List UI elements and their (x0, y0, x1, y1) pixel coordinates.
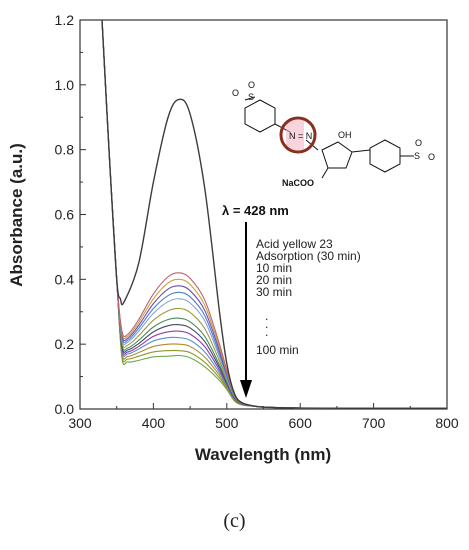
y-axis-title: Absorbance (a.u.) (7, 143, 26, 287)
time-legend: Acid yellow 23 Adsorption (30 min) 10 mi… (256, 237, 361, 357)
azo-label: N = N (289, 131, 312, 141)
legend-dot: . (265, 309, 268, 323)
x-tick-label: 600 (289, 415, 313, 431)
legend-line: 30 min (256, 285, 292, 299)
sulfonate-o-left: O (232, 88, 239, 98)
chemical-structure (244, 96, 414, 179)
y-tick-label: 1.2 (55, 12, 75, 28)
x-tick-label: 700 (362, 415, 386, 431)
y-tick-label: 0.0 (55, 401, 75, 417)
figure-caption: (c) (223, 510, 246, 532)
legend-line: Acid yellow 23 (256, 237, 333, 251)
sulfonate-s-right: S (414, 151, 420, 161)
pyrazole-ring (321, 141, 353, 169)
x-tick-label: 500 (215, 415, 239, 431)
sulfonate-bond (244, 96, 256, 101)
y-tick-label: 0.4 (55, 271, 75, 287)
axis-ticks (79, 19, 448, 410)
carboxylate-label: NaCOO (282, 178, 314, 188)
series-group (101, 19, 448, 410)
sulfonate-s-left: S (248, 92, 254, 102)
series-acid-yellow-line (101, 19, 448, 410)
legend-line: 20 min (256, 273, 292, 287)
y-tick-label: 0.8 (55, 142, 75, 158)
hydroxyl-label: OH (338, 130, 352, 140)
sulfonate-o-right-top: O (415, 138, 422, 148)
x-tick-label: 300 (68, 415, 92, 431)
y-tick-label: 0.2 (55, 336, 75, 352)
y-tick-label: 1.0 (55, 77, 75, 93)
x-tick-label: 800 (435, 415, 459, 431)
right-benzene-ring (369, 139, 401, 173)
left-benzene-ring (244, 99, 276, 133)
chemical-structure-labels: S O O N = N OH NaCOO S O O (232, 80, 435, 188)
legend-dot: . (265, 325, 268, 339)
carboxylate-bond (321, 167, 329, 179)
legend-line: 10 min (256, 261, 292, 275)
aryl-bond (351, 149, 371, 153)
azo-circle (279, 116, 317, 154)
decrease-arrow-head (240, 380, 252, 398)
tick-labels: 300 400 500 600 700 800 0.0 0.2 0.4 0.6 0.8 1.0 1.2 (55, 12, 459, 431)
legend-line: Adsorption (30 min) (256, 249, 361, 263)
legend-dot: . (265, 317, 268, 331)
arrow-label: λ = 428 nm (222, 203, 289, 218)
azo-highlight (286, 120, 304, 150)
sulfonate-o-left-top: O (248, 80, 255, 90)
sulfonate-o-right: O (428, 152, 435, 162)
y-tick-label: 0.6 (55, 207, 75, 223)
legend-line: 100 min (256, 343, 299, 357)
x-axis-title: Wavelength (nm) (195, 445, 331, 464)
x-tick-label: 400 (142, 415, 166, 431)
